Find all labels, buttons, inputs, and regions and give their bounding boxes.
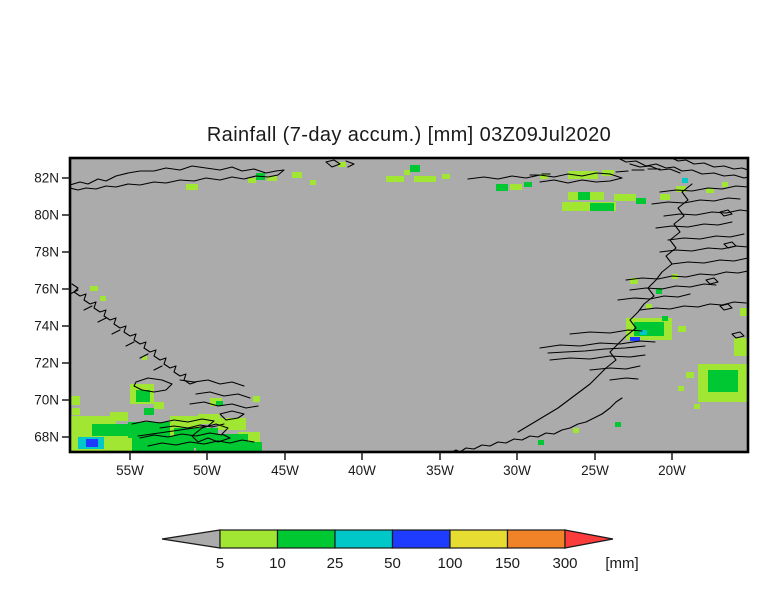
lat-tick-label: 82N (34, 171, 59, 186)
rain-cell (90, 286, 98, 291)
colorbar-level-label: 100 (437, 555, 462, 572)
rain-cell (678, 386, 684, 391)
lon-tick-label: 25W (581, 463, 609, 478)
rain-cell (708, 370, 738, 392)
rain-cell (496, 184, 508, 191)
colorbar-arrow-high (565, 530, 613, 548)
lon-tick-label: 30W (503, 463, 531, 478)
colorbar-level-label: 300 (552, 555, 577, 572)
rain-cell (686, 372, 694, 378)
rain-cell (292, 172, 302, 178)
rain-cell (414, 176, 436, 182)
rain-cell (538, 440, 544, 445)
rain-cell (410, 165, 420, 172)
rain-cell (678, 326, 686, 332)
rain-cell (404, 170, 410, 175)
rain-cell (722, 182, 728, 187)
rain-cell (510, 184, 522, 190)
colorbar-segment (450, 530, 508, 548)
rain-cell (734, 338, 748, 356)
colorbar-segment (220, 530, 278, 548)
rain-cell (92, 424, 130, 436)
colorbar-segment (335, 530, 393, 548)
lon-tick-label: 35W (426, 463, 454, 478)
lat-tick-label: 80N (34, 208, 59, 223)
colorbar-arrow-low (162, 530, 220, 548)
rain-cell (442, 174, 450, 179)
rain-cell (86, 439, 98, 447)
lon-tick-label: 20W (658, 463, 686, 478)
lon-tick-label: 55W (116, 463, 144, 478)
rain-cell (253, 396, 260, 402)
rain-cell (578, 192, 590, 200)
rain-cell (590, 203, 614, 211)
rain-cell (636, 198, 646, 204)
rain-cell (144, 408, 154, 415)
colorbar-unit-label: [mm] (605, 555, 638, 572)
colorbar-level-label: 150 (495, 555, 520, 572)
rain-cell (660, 194, 670, 200)
rain-cell (573, 428, 579, 433)
colorbar-level-label: 25 (327, 555, 344, 572)
colorbar-segment (278, 530, 336, 548)
colorbar-legend: 5 10 25 50 100 150 300 [mm] (162, 530, 639, 572)
lat-tick-label: 78N (34, 245, 59, 260)
rain-cell (154, 402, 164, 409)
rain-cell (100, 296, 106, 301)
colorbar-segment (508, 530, 566, 548)
rain-cell (682, 178, 688, 183)
rain-cell (524, 182, 532, 187)
rain-cell (70, 396, 80, 405)
rainfall-map-figure: 82N 80N 78N 76N 74N 72N 70N 68N 55W 50W 45W 40W 35W… (0, 0, 784, 612)
rain-cell (662, 316, 668, 321)
rain-cell (694, 404, 700, 409)
rain-cell (630, 337, 640, 341)
lat-tick-label: 72N (34, 356, 59, 371)
colorbar-level-label: 5 (216, 555, 224, 572)
rain-cell (634, 322, 664, 336)
lat-tick-label: 76N (34, 282, 59, 297)
longitude-axis: 55W 50W 45W 40W 35W 30W 25W 20W (116, 452, 686, 478)
rain-cell (248, 178, 256, 183)
rain-cell (676, 186, 686, 192)
latitude-axis: 82N 80N 78N 76N 74N 72N 70N 68N (34, 171, 70, 445)
rain-cell (310, 180, 316, 185)
lon-tick-label: 40W (348, 463, 376, 478)
lon-tick-label: 50W (193, 463, 221, 478)
rain-cell (615, 422, 621, 427)
colorbar-segment (393, 530, 451, 548)
lon-tick-label: 45W (271, 463, 299, 478)
colorbar-level-label: 50 (384, 555, 401, 572)
rain-cell (386, 176, 404, 182)
rain-cell (136, 390, 150, 402)
lat-tick-label: 70N (34, 393, 59, 408)
figure-canvas: Rainfall (7-day accum.) [mm] 03Z09Jul202… (0, 0, 784, 612)
rain-cell (614, 194, 636, 201)
colorbar-level-label: 10 (269, 555, 286, 572)
lat-tick-label: 68N (34, 430, 59, 445)
rain-cell (72, 408, 80, 415)
lat-tick-label: 74N (34, 319, 59, 334)
map-plot (70, 158, 748, 452)
rain-cell (186, 184, 198, 190)
